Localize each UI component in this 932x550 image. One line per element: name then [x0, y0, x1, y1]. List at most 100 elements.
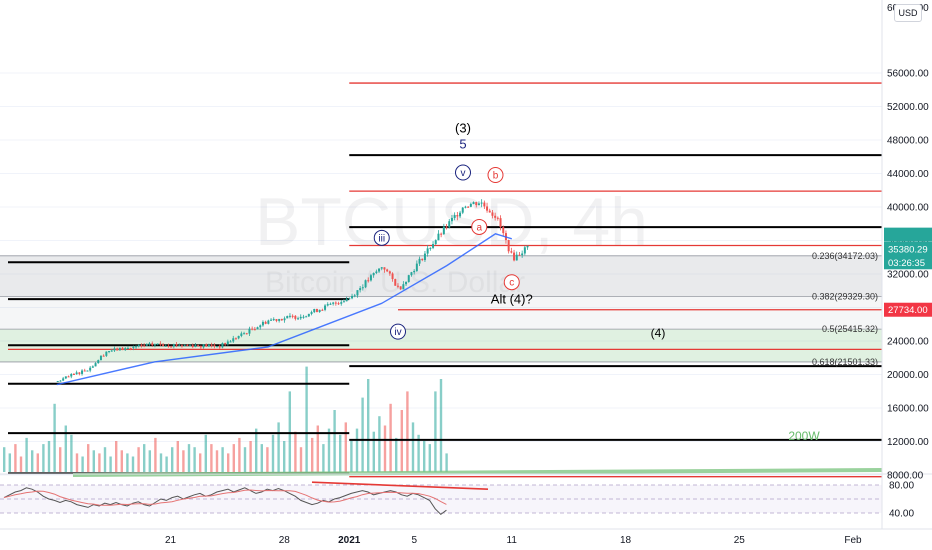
- candle-body: [418, 258, 421, 264]
- candle-body: [210, 344, 213, 346]
- candle-body: [494, 215, 497, 218]
- horizontal-levels[interactable]: [8, 82, 882, 478]
- candle-body: [102, 355, 105, 357]
- candle-body: [83, 370, 86, 372]
- candle-body: [145, 344, 148, 346]
- volume-bar: [355, 428, 359, 472]
- candle-body: [321, 309, 324, 311]
- fib-labels: 0.236(34172.03) 0.382(29329.30) 0.5(25415.…: [812, 251, 878, 367]
- wave-circle: [471, 218, 488, 235]
- candle-body: [407, 275, 410, 282]
- candle-body: [502, 227, 505, 234]
- wave-circle: [455, 164, 471, 181]
- volume-bar: [165, 456, 168, 472]
- candle-body: [86, 370, 89, 372]
- volume-bar: [344, 422, 347, 472]
- candle-body: [75, 372, 78, 375]
- rsi-tick-label: 40.00: [889, 509, 914, 520]
- candle-body: [364, 280, 367, 288]
- wave-label: 5: [459, 136, 466, 151]
- candle-body: [186, 344, 189, 346]
- alt-level-tag-bg: [884, 302, 932, 317]
- candle-body: [315, 309, 318, 312]
- candle-body: [94, 363, 97, 367]
- candle-body: [523, 247, 526, 254]
- volume-bar: [305, 366, 308, 472]
- candle-body: [467, 206, 470, 208]
- volume-bars: [3, 366, 448, 472]
- candle-body: [375, 271, 378, 273]
- volume-bar: [260, 444, 263, 472]
- volume-bar: [193, 447, 196, 472]
- volume-bar: [159, 453, 163, 472]
- price-tick-label: 44000.00: [887, 169, 929, 180]
- volume-bar: [187, 444, 191, 472]
- price-tick-label: 24000.00: [887, 337, 929, 348]
- volume-bar: [47, 441, 51, 472]
- wave-label: (3): [455, 120, 471, 135]
- time-tick-label: 2021: [338, 535, 361, 546]
- candle-body: [324, 305, 327, 310]
- candle-body: [367, 280, 370, 282]
- candle-body: [348, 298, 351, 300]
- candle-body: [226, 341, 229, 345]
- alt-level-tag: 27734.00: [888, 305, 928, 316]
- candle-body: [299, 316, 302, 319]
- candle-body: [288, 315, 291, 317]
- volume-bar: [322, 444, 325, 472]
- candle-body: [353, 295, 356, 297]
- candle-body: [135, 346, 138, 348]
- candle-body: [243, 333, 246, 335]
- volume-bar: [81, 456, 84, 472]
- candle-body: [178, 345, 181, 347]
- candle-body: [140, 345, 143, 347]
- candle-body: [351, 295, 354, 299]
- watermark-symbol: BTCUSD, 4h: [255, 184, 648, 260]
- candle-body: [162, 344, 165, 346]
- candle-body: [302, 316, 305, 318]
- volume-bar: [8, 453, 11, 472]
- rsi-pane: [0, 473, 932, 530]
- volume-bar: [316, 425, 319, 472]
- currency-button[interactable]: USD: [894, 4, 922, 22]
- volume-bar: [210, 444, 213, 472]
- candle-body: [191, 345, 194, 348]
- candle-body: [326, 304, 329, 306]
- volume-bar: [154, 437, 157, 472]
- volume-bar: [255, 428, 258, 472]
- time-tick-label: 21: [165, 535, 177, 546]
- time-axis[interactable]: 21 28 2021 5 11 18 25 Feb: [165, 535, 862, 546]
- candle-body: [59, 380, 62, 382]
- wave-label: iv: [394, 327, 401, 338]
- time-tick-label: Feb: [844, 535, 862, 546]
- candle-body: [202, 344, 205, 348]
- candles: [56, 199, 529, 383]
- time-tick-label: 18: [620, 535, 632, 546]
- candle-body: [526, 245, 529, 248]
- candle-body: [305, 316, 308, 318]
- price-tick-label: 48000.00: [887, 136, 929, 147]
- candle-body: [113, 348, 116, 351]
- candle-body: [337, 303, 340, 305]
- candle-body: [248, 328, 251, 334]
- candle-body: [283, 318, 286, 321]
- candle-body: [175, 344, 178, 346]
- volume-bar: [327, 428, 331, 472]
- volume-bar: [423, 441, 426, 472]
- candle-body: [124, 348, 127, 351]
- volume-bar: [14, 444, 17, 472]
- last-price-tag: 35380.29: [888, 244, 928, 255]
- volume-bar: [75, 453, 79, 472]
- time-tick-label: 28: [279, 535, 291, 546]
- candle-body: [280, 318, 283, 321]
- volume-bar: [445, 453, 448, 472]
- candle-body: [286, 316, 289, 319]
- candle-body: [332, 302, 335, 304]
- volume-bar: [103, 447, 107, 472]
- volume-bar: [87, 444, 90, 472]
- volume-bar: [400, 410, 403, 472]
- candle-body: [405, 281, 408, 285]
- wave-labels[interactable]: (3)5 v iii iv a b c Alt (4)? (4) 200W: [373, 120, 820, 443]
- candle-body: [464, 206, 467, 208]
